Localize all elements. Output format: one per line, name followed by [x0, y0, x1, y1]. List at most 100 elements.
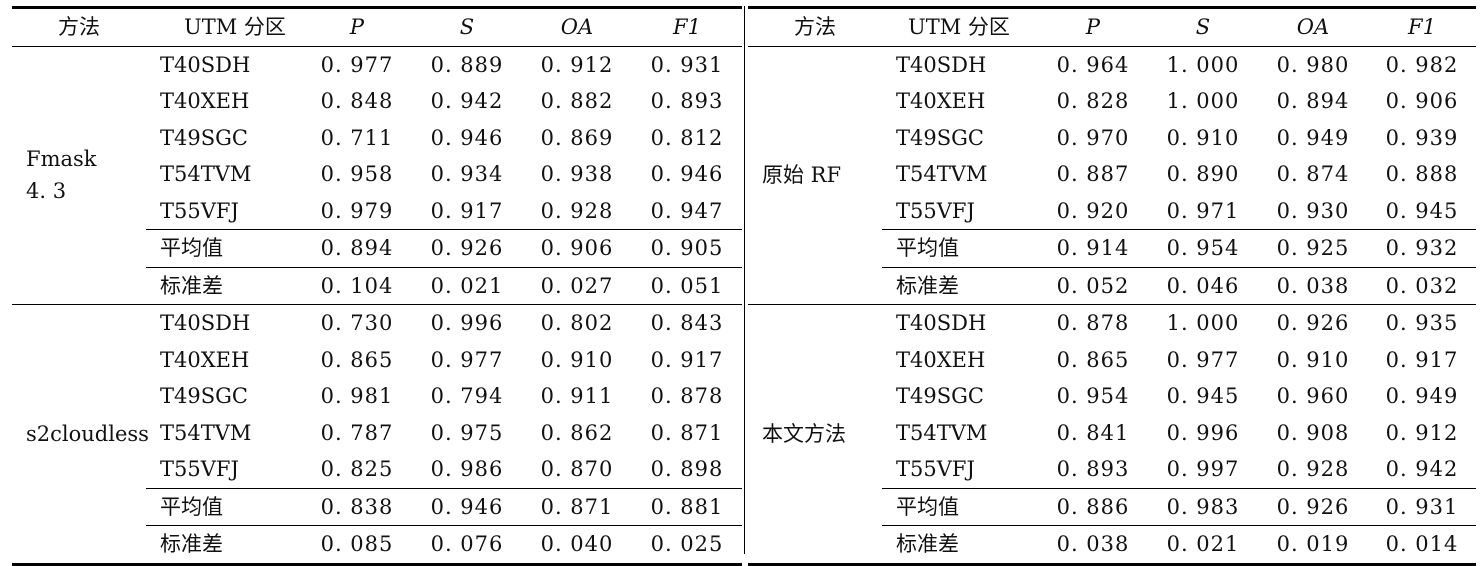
f1-cell: 0. 906 — [1385, 89, 1459, 113]
table-row-mean: 平均值 0. 886 0. 983 0. 926 0. 931 — [748, 487, 1476, 526]
oa-cell: 0. 874 — [1276, 162, 1350, 186]
oa-cell: 0. 930 — [1276, 198, 1350, 223]
p-cell: 0. 894 — [302, 229, 412, 267]
oa-cell: 0. 926 — [1258, 487, 1368, 526]
f1-cell: 0. 946 — [650, 162, 724, 186]
oa-cell: 0. 938 — [540, 162, 614, 186]
zone-cell: T40SDH — [896, 311, 987, 335]
f1-cell: 0. 935 — [1385, 311, 1459, 335]
p-cell: 0. 828 — [1056, 89, 1130, 113]
f1-cell: 0. 032 — [1368, 266, 1476, 305]
f1-cell: 0. 931 — [1368, 487, 1476, 526]
table-row: T49SGC 0. 981 0. 794 0. 911 0. 878 — [12, 378, 742, 415]
p-cell: 0. 865 — [320, 347, 394, 372]
f1-cell: 0. 893 — [650, 89, 724, 113]
f1-cell: 0. 939 — [1385, 125, 1459, 150]
zone-cell: T55VFJ — [160, 198, 239, 223]
f1-cell: 0. 812 — [650, 125, 724, 150]
oa-cell: 0. 019 — [1258, 525, 1368, 564]
zone-cell: T54TVM — [160, 162, 252, 186]
oa-cell: 0. 949 — [1276, 125, 1350, 150]
zone-cell: T40SDH — [160, 52, 251, 77]
f1-cell: 0. 888 — [1385, 162, 1459, 186]
zone-cell: 平均值 — [146, 487, 302, 526]
method-cell: 本文方法 — [748, 305, 882, 565]
right-table: 方法 UTM 分区 P S OA F1 原始 RF T40SDH 0. 964 … — [748, 6, 1476, 566]
s-cell: 0. 890 — [1166, 162, 1240, 186]
s-cell: 0. 021 — [1148, 525, 1258, 564]
f1-cell: 0. 917 — [650, 347, 724, 372]
oa-cell: 0. 894 — [1276, 89, 1350, 113]
oa-cell: 0. 926 — [1276, 311, 1350, 335]
p-cell: 0. 981 — [320, 384, 394, 408]
oa-cell: 0. 928 — [540, 198, 614, 223]
f1-cell: 0. 014 — [1368, 525, 1476, 564]
header-method: 方法 — [58, 15, 100, 39]
zone-cell: 标准差 — [882, 266, 1038, 305]
table-row: T54TVM 0. 841 0. 996 0. 908 0. 912 — [748, 415, 1476, 452]
p-cell: 0. 886 — [1038, 487, 1148, 526]
table-row: s2cloudless T40SDH 0. 730 0. 996 0. 802 … — [12, 305, 742, 446]
table-row: T55VFJ 0. 920 0. 971 0. 930 0. 945 — [748, 193, 1476, 230]
s-cell: 0. 946 — [412, 487, 522, 526]
f1-cell: 0. 051 — [632, 266, 742, 305]
zone-cell: T49SGC — [160, 125, 248, 150]
s-cell: 0. 889 — [430, 52, 504, 77]
zone-cell: T40XEH — [896, 347, 986, 372]
f1-cell: 0. 982 — [1385, 52, 1459, 77]
p-cell: 0. 825 — [320, 457, 394, 481]
zone-cell: T54TVM — [896, 162, 988, 186]
oa-cell: 0. 870 — [540, 457, 614, 481]
table-row: Fmask 4. 3 T40SDH 0. 977 0. 889 0. 912 0… — [12, 46, 742, 204]
header-p: P — [1085, 15, 1101, 39]
table-row: T40XEH 0. 865 0. 977 0. 910 0. 917 — [748, 342, 1476, 379]
f1-cell: 0. 912 — [1385, 420, 1459, 445]
s-cell: 0. 986 — [430, 457, 504, 481]
s-cell: 0. 021 — [412, 266, 522, 305]
zone-cell: 平均值 — [882, 229, 1038, 267]
oa-cell: 0. 862 — [540, 420, 614, 445]
p-cell: 0. 920 — [1056, 198, 1130, 223]
table-row: T55VFJ 0. 893 0. 997 0. 928 0. 942 — [748, 451, 1476, 488]
half-divider — [744, 6, 745, 554]
oa-cell: 0. 960 — [1276, 384, 1350, 408]
zone-cell: T40XEH — [896, 89, 986, 113]
zone-cell: T49SGC — [896, 384, 984, 408]
table-row: T49SGC 0. 711 0. 946 0. 869 0. 812 — [12, 120, 742, 157]
s-cell: 0. 977 — [430, 347, 504, 372]
f1-cell: 0. 871 — [650, 420, 724, 445]
oa-cell: 0. 040 — [522, 525, 632, 564]
oa-cell: 0. 871 — [522, 487, 632, 526]
method-label-version: 4. 3 — [26, 179, 67, 204]
oa-cell: 0. 928 — [1276, 457, 1350, 481]
oa-cell: 0. 910 — [1276, 347, 1350, 372]
s-cell: 0. 917 — [430, 198, 504, 223]
header-f1: F1 — [673, 15, 701, 39]
method-label: Fmask — [26, 147, 97, 172]
method-cell: Fmask 4. 3 — [12, 46, 146, 305]
s-cell: 0. 983 — [1148, 487, 1258, 526]
method-cell: 原始 RF — [748, 46, 882, 305]
s-cell: 1. 000 — [1166, 89, 1240, 113]
table-row-std: 标准差 0. 104 0. 021 0. 027 0. 051 — [12, 266, 742, 305]
p-cell: 0. 865 — [1056, 347, 1130, 372]
table-row-mean: 平均值 0. 914 0. 954 0. 925 0. 932 — [748, 229, 1476, 267]
header-zone: UTM 分区 — [908, 15, 1010, 39]
p-cell: 0. 038 — [1038, 525, 1148, 564]
zone-cell: T54TVM — [160, 420, 252, 445]
s-cell: 0. 926 — [412, 229, 522, 267]
oa-cell: 0. 908 — [1276, 420, 1350, 445]
header-method: 方法 — [794, 15, 836, 39]
zone-cell: 标准差 — [882, 525, 1038, 564]
p-cell: 0. 878 — [1056, 311, 1130, 335]
zone-cell: 平均值 — [146, 229, 302, 267]
f1-cell: 0. 881 — [632, 487, 742, 526]
method-cell: s2cloudless — [12, 305, 149, 565]
header-zone: UTM 分区 — [184, 15, 286, 39]
f1-cell: 0. 905 — [632, 229, 742, 267]
p-cell: 0. 730 — [320, 311, 394, 335]
table-row: T54TVM 0. 887 0. 890 0. 874 0. 888 — [748, 156, 1476, 193]
table-row: T40XEH 0. 828 1. 000 0. 894 0. 906 — [748, 83, 1476, 120]
method-label: 原始 RF — [762, 163, 842, 188]
zone-cell: T55VFJ — [896, 198, 975, 223]
